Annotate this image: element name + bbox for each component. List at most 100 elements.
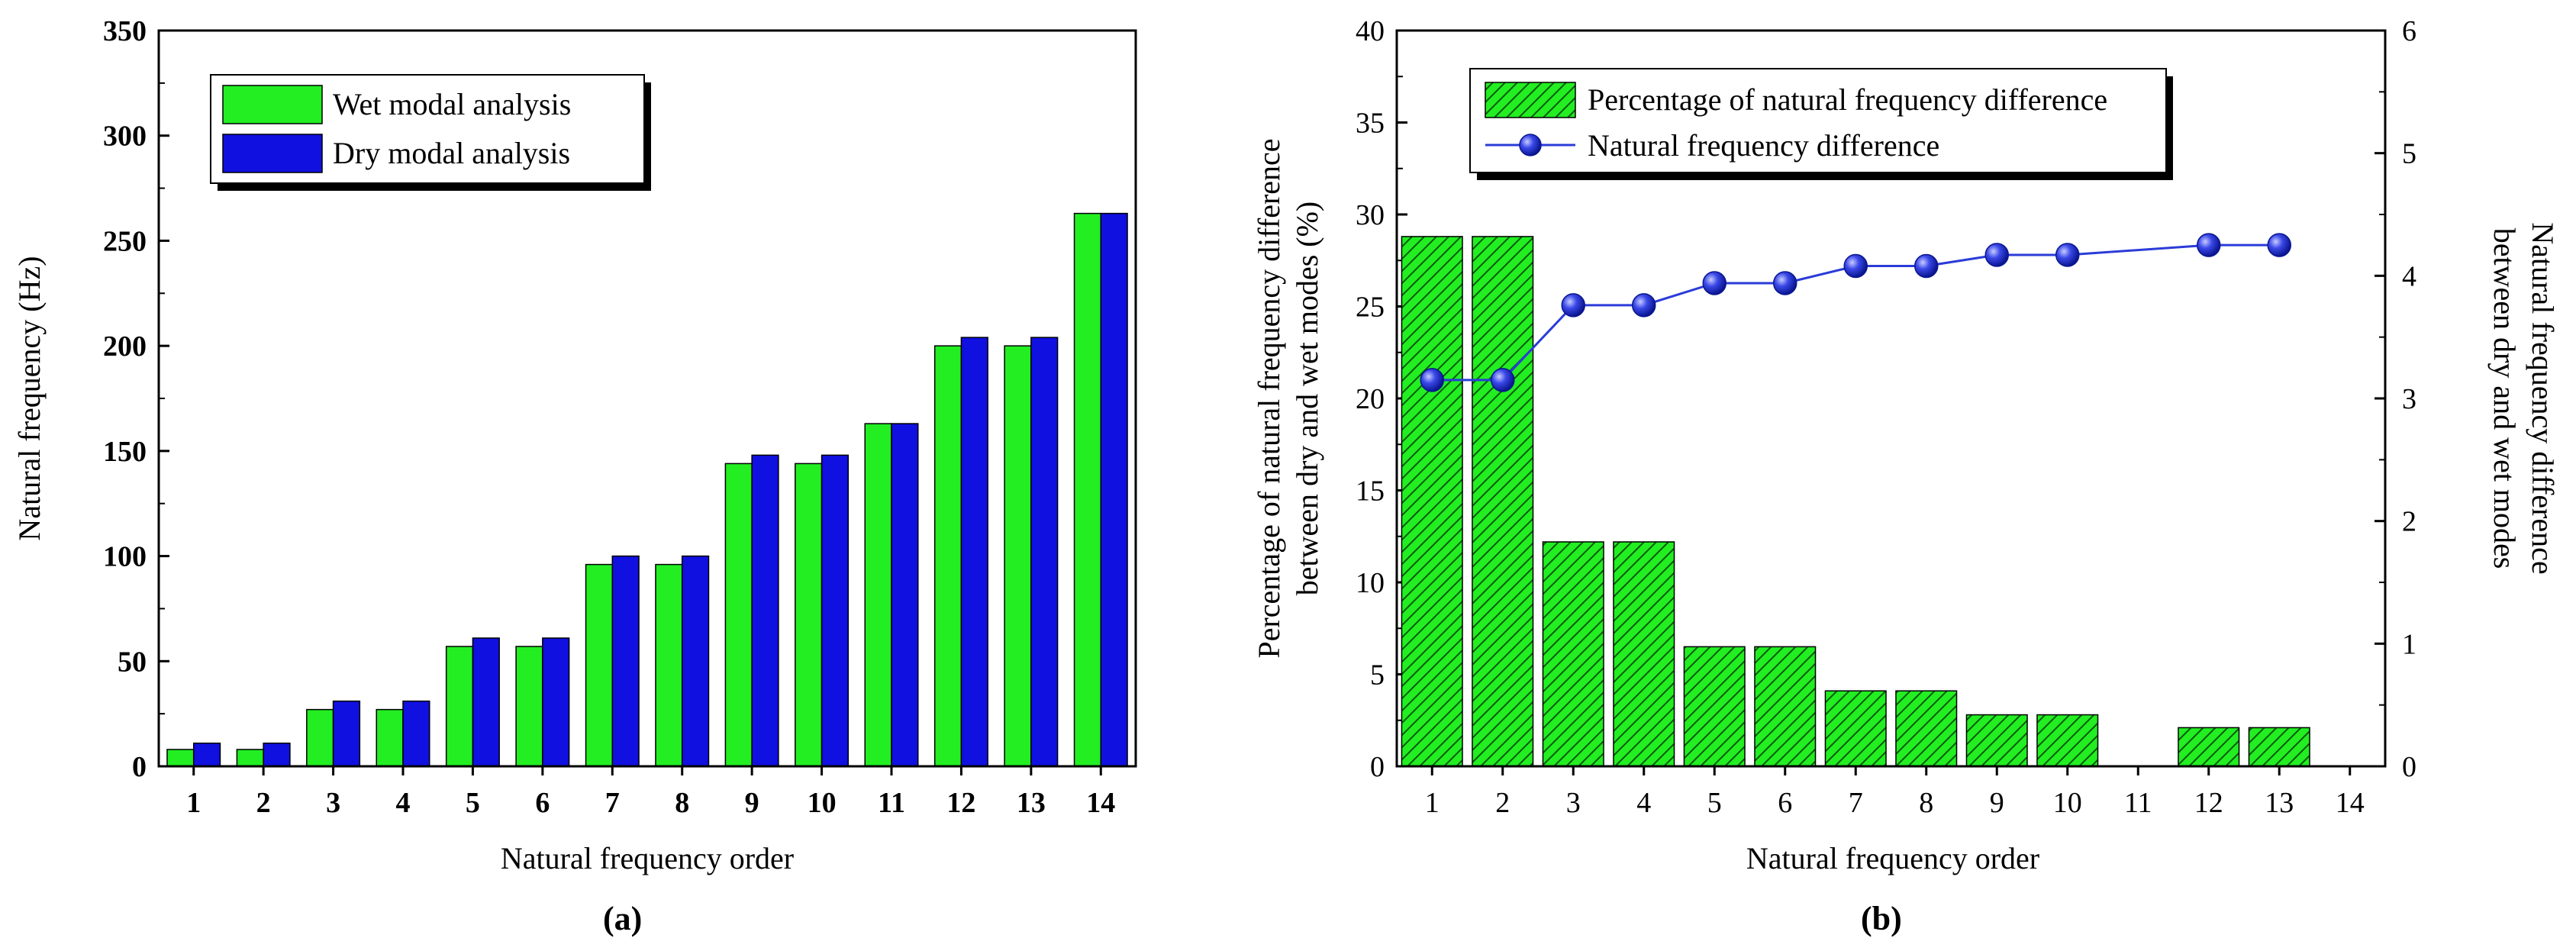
b-legend-swatch-marker (1519, 134, 1542, 156)
a-y-tick-label: 200 (103, 330, 147, 363)
b-bar-7 (1824, 690, 1887, 767)
a-bar-dry-12 (960, 337, 988, 767)
a-bar-wet-12 (933, 345, 962, 767)
a-bar-wet-3 (306, 708, 334, 767)
b-y-tick-label-right: 1 (2402, 628, 2416, 660)
b-bar-5 (1683, 646, 1746, 767)
b-y-tick-label-left: 15 (1356, 476, 1385, 508)
a-bar-dry-14 (1100, 212, 1128, 767)
b-x-tick-label: 3 (1566, 787, 1581, 819)
b-line-point-2 (1491, 368, 1515, 392)
a-legend-label-wet: Wet modal analysis (333, 87, 571, 121)
a-plot-frame (157, 29, 1137, 768)
b-x-tick-label: 12 (2194, 787, 2223, 819)
b-y-tick-label-right: 0 (2402, 751, 2416, 783)
b-y-tick-label-left: 35 (1356, 108, 1385, 140)
a-x-tick-label: 13 (1017, 787, 1046, 819)
b-x-ticks: 1 2 3 4 5 6 7 8 9 10 11 12 13 14 (1425, 766, 2365, 819)
b-y-tick-label-right: 4 (2402, 260, 2416, 292)
a-bar-dry-9 (751, 454, 779, 767)
a-bar-dry-4 (402, 700, 430, 767)
b-line-path (1432, 243, 2280, 382)
b-x-tick-label: 5 (1707, 787, 1722, 819)
a-bar-wet-4 (376, 708, 404, 767)
a-y-tick-label: 150 (103, 436, 147, 468)
b-x-tick-label: 6 (1778, 787, 1792, 819)
a-bar-dry-3 (332, 700, 361, 767)
a-legend-label-dry: Dry modal analysis (333, 136, 570, 170)
a-x-axis-label: Natural frequency order (501, 841, 794, 875)
b-line-point-5 (1702, 271, 1726, 295)
b-x-tick-label: 2 (1495, 787, 1510, 819)
b-legend: Percentage of natural frequency differen… (1469, 68, 2173, 180)
a-x-tick-label: 3 (326, 787, 340, 819)
b-line-point-13 (2267, 233, 2291, 257)
b-bar-8 (1895, 690, 1958, 767)
a-x-tick-label: 1 (186, 787, 201, 819)
b-y-tick-label-right: 2 (2402, 506, 2416, 538)
b-y-tick-label-left: 25 (1356, 292, 1385, 324)
a-bar-wet-7 (585, 563, 614, 767)
a-bar-wet-5 (445, 646, 474, 767)
b-y-tick-label-left: 40 (1356, 15, 1385, 47)
b-legend-label-line: Natural frequency difference (1588, 128, 1939, 163)
a-x-tick-label: 2 (256, 787, 271, 819)
b-y-axis-label-right-line2: between dry and wet modes (2487, 228, 2522, 569)
b-y-tick-label-left: 0 (1370, 751, 1385, 783)
a-bar-wet-14 (1073, 212, 1102, 767)
b-y-ticks-left: 0 5 10 15 20 25 30 35 40 (1356, 15, 1407, 783)
b-y-tick-label-left: 10 (1356, 567, 1385, 599)
a-bar-dry-11 (891, 423, 919, 767)
b-bar-10 (2036, 714, 2099, 767)
b-y-axis-label-left-line2: between dry and wet modes (%) (1290, 201, 1324, 595)
b-bar-3 (1542, 541, 1604, 767)
b-plot-frame (1395, 29, 2387, 768)
b-legend-box (1469, 68, 2167, 173)
b-line-point-1 (1420, 368, 1444, 392)
a-x-tick-label: 8 (675, 787, 689, 819)
a-x-tick-label: 14 (1086, 787, 1115, 819)
b-y-axis-label-left-line1: Percentage of natural frequency differen… (1252, 138, 1286, 658)
b-y-tick-label-right: 5 (2402, 138, 2416, 170)
a-y-tick-label: 50 (118, 646, 147, 678)
b-line-series (1420, 233, 2291, 392)
a-x-tick-label: 12 (946, 787, 975, 819)
a-y-axis-label: Natural frequency (Hz) (12, 256, 47, 540)
b-line-point-7 (1843, 253, 1868, 279)
a-y-tick-label: 250 (103, 225, 147, 257)
b-line-point-10 (2055, 243, 2080, 267)
a-bar-wet-2 (236, 749, 264, 767)
a-legend-swatch-dry (222, 134, 323, 173)
a-bar-wet-10 (795, 463, 823, 767)
a-bars (166, 212, 1128, 767)
b-line-point-6 (1773, 271, 1797, 295)
b-bar-12 (2178, 727, 2240, 767)
a-bar-wet-13 (1004, 345, 1032, 767)
a-legend: Wet modal analysis Dry modal analysis (210, 74, 651, 191)
b-x-tick-label: 9 (1990, 787, 2004, 819)
b-y-tick-label-right: 6 (2402, 15, 2416, 47)
a-bar-wet-1 (166, 749, 195, 767)
a-y-tick-label: 0 (132, 751, 147, 783)
a-x-tick-label: 7 (605, 787, 620, 819)
b-bar-9 (1965, 714, 2028, 767)
b-bar-1 (1401, 236, 1463, 767)
a-legend-swatch-wet (222, 85, 323, 124)
b-bars (1401, 236, 2310, 767)
b-x-tick-label: 10 (2053, 787, 2082, 819)
b-line-point-8 (1914, 253, 1939, 279)
a-y-tick-label: 350 (103, 15, 147, 47)
a-y-tick-label: 300 (103, 121, 147, 153)
a-bar-dry-2 (263, 742, 291, 767)
a-bar-wet-6 (515, 646, 543, 767)
a-bar-wet-8 (655, 563, 683, 767)
a-bar-dry-10 (821, 454, 850, 767)
b-x-tick-label: 7 (1849, 787, 1863, 819)
a-bar-wet-11 (864, 423, 892, 767)
b-x-tick-label: 14 (2336, 787, 2365, 819)
b-x-tick-label: 13 (2265, 787, 2294, 819)
a-y-tick-label: 100 (103, 541, 147, 573)
b-legend-swatch-bar (1485, 82, 1576, 118)
